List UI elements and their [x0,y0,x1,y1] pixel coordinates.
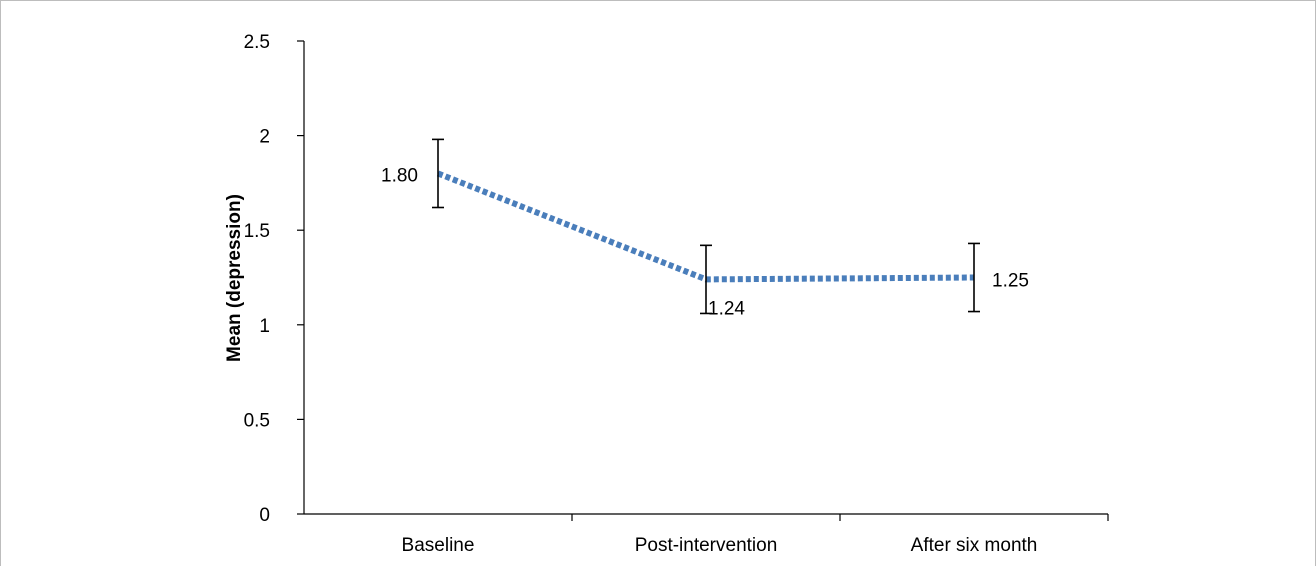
y-axis-ticks: 0 0.5 1 1.5 2 2.5 [244,32,304,526]
x-tick-label: Baseline [402,535,475,556]
x-tick-label: After six month [911,535,1038,556]
y-tick-label: 1.5 [244,221,270,242]
error-bar [968,242,980,313]
error-bars [432,138,980,315]
error-bar [432,138,444,209]
data-label: 1.25 [992,271,1029,292]
data-label: 1.24 [708,298,745,319]
x-axis-ticks: Baseline Post-intervention After six month [402,514,1109,556]
y-tick-label: 2.5 [244,32,270,53]
data-label: 1.80 [381,165,418,186]
data-labels: 1.80 1.24 1.25 [381,165,1029,319]
y-tick-label: 0.5 [244,410,270,431]
y-tick-label: 2 [259,127,270,148]
y-tick-label: 0 [259,505,270,526]
y-tick-label: 1 [259,316,270,337]
y-axis-title: Mean (depression) [224,194,245,362]
error-bar [700,244,712,315]
x-tick-label: Post-intervention [635,535,778,556]
